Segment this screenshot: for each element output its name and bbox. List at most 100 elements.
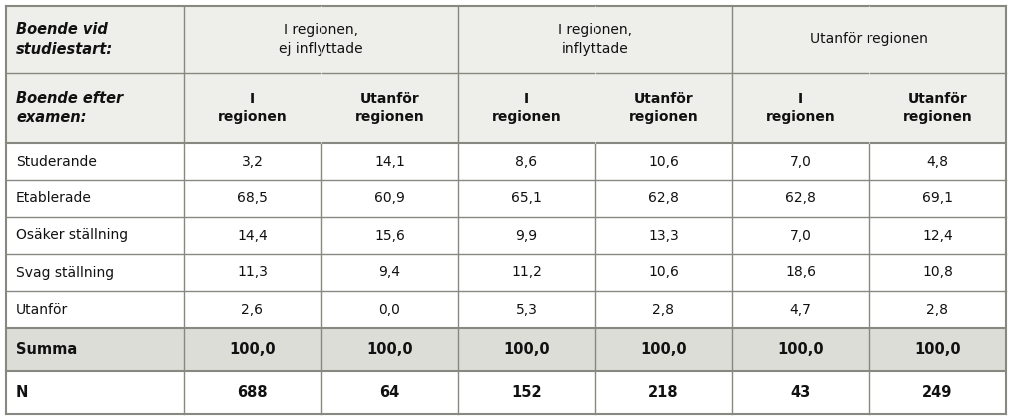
Text: 2,8: 2,8 (652, 302, 674, 317)
Bar (6, 371, 184, 414)
Bar (594, 291, 731, 328)
Bar (594, 73, 731, 143)
Bar (6, 254, 184, 291)
Text: 249: 249 (921, 385, 951, 400)
Text: 62,8: 62,8 (647, 192, 678, 205)
Text: Summa: Summa (16, 342, 77, 357)
Text: Svag ställning: Svag ställning (16, 265, 114, 279)
Bar (594, 328, 731, 371)
Text: 11,3: 11,3 (237, 265, 268, 279)
Bar (594, 143, 731, 180)
Text: 10,8: 10,8 (921, 265, 952, 279)
Text: 14,1: 14,1 (374, 155, 404, 168)
Bar (458, 254, 594, 291)
Bar (320, 291, 458, 328)
Bar (6, 6, 184, 73)
Text: I regionen,
inflyttade: I regionen, inflyttade (557, 23, 632, 56)
Text: I
regionen: I regionen (765, 92, 834, 124)
Bar (868, 328, 1005, 371)
Text: 43: 43 (790, 385, 810, 400)
Text: 15,6: 15,6 (374, 228, 404, 242)
Bar (731, 254, 868, 291)
Bar (731, 371, 868, 414)
Text: 152: 152 (511, 385, 541, 400)
Bar (320, 217, 458, 254)
Text: 11,2: 11,2 (511, 265, 542, 279)
Bar (868, 371, 1005, 414)
Text: 65,1: 65,1 (511, 192, 542, 205)
Bar (458, 291, 594, 328)
Text: 0,0: 0,0 (378, 302, 400, 317)
Text: 3,2: 3,2 (242, 155, 263, 168)
Bar (320, 328, 458, 371)
Text: Etablerade: Etablerade (16, 192, 92, 205)
Bar (320, 73, 458, 143)
Text: Studerande: Studerande (16, 155, 97, 168)
Text: 100,0: 100,0 (640, 342, 686, 357)
Text: 100,0: 100,0 (913, 342, 959, 357)
Bar (731, 217, 868, 254)
Bar (868, 73, 1005, 143)
Text: 100,0: 100,0 (366, 342, 412, 357)
Text: 218: 218 (648, 385, 678, 400)
Text: Utanför
regionen: Utanför regionen (902, 92, 972, 124)
Bar (458, 328, 594, 371)
Bar (731, 291, 868, 328)
Bar (731, 180, 868, 217)
Text: 8,6: 8,6 (515, 155, 537, 168)
Bar (458, 371, 594, 414)
Bar (320, 371, 458, 414)
Text: 69,1: 69,1 (921, 192, 952, 205)
Text: Utanför
regionen: Utanför regionen (354, 92, 424, 124)
Bar (594, 371, 731, 414)
Text: 5,3: 5,3 (515, 302, 537, 317)
Text: 64: 64 (379, 385, 399, 400)
Text: 100,0: 100,0 (228, 342, 276, 357)
Bar (184, 291, 320, 328)
Bar (458, 143, 594, 180)
Bar (184, 254, 320, 291)
Text: 12,4: 12,4 (921, 228, 952, 242)
Bar (320, 143, 458, 180)
Bar (184, 371, 320, 414)
Text: Utanför: Utanför (16, 302, 68, 317)
Bar (184, 328, 320, 371)
Text: 2,8: 2,8 (926, 302, 947, 317)
Text: 9,9: 9,9 (515, 228, 537, 242)
Text: 60,9: 60,9 (374, 192, 404, 205)
Bar (868, 254, 1005, 291)
Bar (868, 291, 1005, 328)
Text: 4,7: 4,7 (789, 302, 811, 317)
Bar (6, 180, 184, 217)
Bar (184, 217, 320, 254)
Text: Boende vid
studiestart:: Boende vid studiestart: (16, 22, 113, 57)
Bar (868, 180, 1005, 217)
Bar (184, 73, 320, 143)
Text: 14,4: 14,4 (237, 228, 268, 242)
Bar (594, 254, 731, 291)
Text: 2,6: 2,6 (242, 302, 263, 317)
Bar (184, 180, 320, 217)
Text: 68,5: 68,5 (237, 192, 268, 205)
Bar (320, 180, 458, 217)
Text: 10,6: 10,6 (647, 155, 678, 168)
Bar (458, 73, 594, 143)
Text: I regionen,
ej inflyttade: I regionen, ej inflyttade (279, 23, 363, 56)
Bar (6, 291, 184, 328)
Bar (868, 143, 1005, 180)
Bar (731, 328, 868, 371)
Bar (458, 217, 594, 254)
Bar (6, 143, 184, 180)
Text: 7,0: 7,0 (789, 155, 811, 168)
Bar (458, 180, 594, 217)
Text: 688: 688 (237, 385, 268, 400)
Text: N: N (16, 385, 28, 400)
Bar (594, 180, 731, 217)
Text: 100,0: 100,0 (502, 342, 549, 357)
Text: 10,6: 10,6 (647, 265, 678, 279)
Text: I
regionen: I regionen (491, 92, 561, 124)
Bar (458, 6, 731, 73)
Text: Osäker ställning: Osäker ställning (16, 228, 128, 242)
Text: Utanför regionen: Utanför regionen (809, 32, 927, 47)
Text: 100,0: 100,0 (776, 342, 823, 357)
